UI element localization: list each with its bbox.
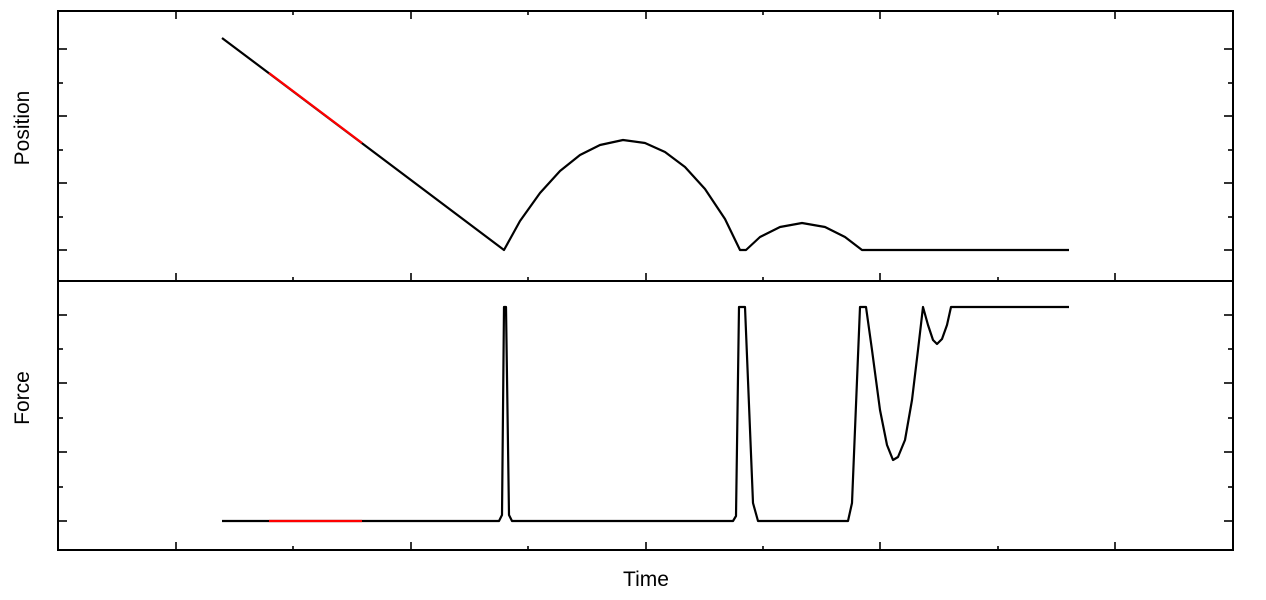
y-axis-ticks <box>58 48 1233 522</box>
position-axis-label: Position <box>11 91 34 166</box>
position-plot-frame <box>57 10 1234 282</box>
time-axis-label: Time <box>623 568 669 591</box>
x-axis-ticks <box>175 11 1116 550</box>
force-panel <box>57 280 1234 551</box>
top-position-line <box>221 37 1069 252</box>
force-plot-frame <box>57 280 1234 551</box>
force-axis-label: Force <box>11 371 34 425</box>
position-panel <box>57 10 1234 282</box>
top-highlighted-segment-line <box>268 72 363 144</box>
series-layer <box>221 37 1069 523</box>
bottom-force-line <box>222 305 1069 523</box>
